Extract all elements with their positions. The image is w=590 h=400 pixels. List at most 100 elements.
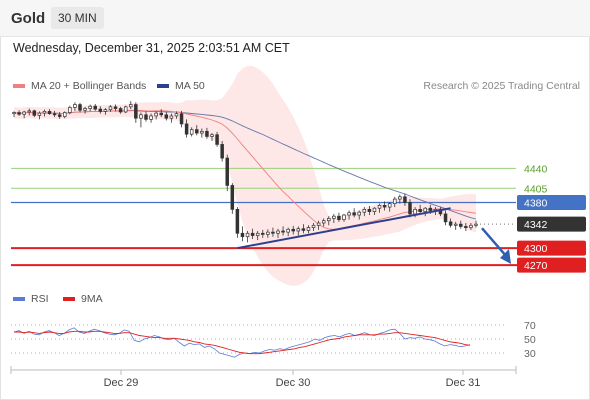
candle-body [47,111,52,115]
candle-body [220,144,224,159]
candle-body [240,232,245,238]
time-axis: Dec 29 Dec 30 Dec 31 [10,366,517,389]
candle-body [387,203,392,208]
level-label-4300: 4300 [524,243,548,255]
candle-body [129,104,133,108]
candle-body [372,207,377,212]
candle [306,225,311,234]
candle [271,227,275,237]
candle-body [428,207,433,211]
candle [149,113,153,123]
candle-body [22,111,26,115]
legend-ma50: MA 50 [157,80,205,92]
candle [113,104,118,112]
candle [240,226,245,242]
candle-body [200,130,204,134]
candle [316,220,321,230]
legend-rsi: RSI [13,293,49,305]
candle-body [215,134,219,145]
header-bar: Gold 30 MIN [0,0,590,37]
candles [12,101,478,243]
ma20-label: MA 20 + Bollinger Bands [31,80,147,92]
level-badge-4300 [517,240,586,256]
research-credit: Research © 2025 Trading Central [423,80,580,92]
candle [73,102,77,111]
candle [225,154,229,192]
candle [255,230,260,241]
level-badge-4270 [517,257,586,273]
candle-body [184,123,189,135]
candle [443,210,448,226]
level-label-4270: 4270 [524,260,548,272]
candle [108,105,113,112]
candle-body [337,215,341,220]
candle-body [281,230,285,233]
candle [474,220,478,228]
candle [93,103,97,111]
candle [261,229,265,238]
candle [362,207,367,217]
candle [387,202,392,212]
candle-body [382,205,387,208]
candle [464,223,468,231]
candle [459,220,463,229]
candle [357,210,361,220]
candle [184,119,189,138]
candle-body [149,115,153,120]
candle-body [311,224,316,228]
candle [367,205,372,216]
candle-body [474,223,478,226]
candle-body [225,157,229,186]
candle-body [134,104,138,119]
candle-body [154,112,158,117]
ma50-label: MA 50 [175,80,205,92]
candle [408,199,412,218]
candle-body [37,112,42,116]
candle-body [12,112,16,115]
candle-body [17,112,21,115]
candle [144,111,148,122]
timestamp: Wednesday, December 31, 2025 2:03:51 AM … [13,41,290,55]
candle [235,207,240,238]
candle-body [195,129,199,134]
candle [266,229,270,238]
timeframe-badge[interactable]: 30 MIN [51,7,104,29]
candle [179,110,184,128]
candle-body [189,129,194,135]
candle [230,183,235,214]
candle-body [205,130,209,137]
candle-body [159,112,163,116]
forecast-arrow-head [500,249,511,265]
rsi-line [13,327,471,358]
candle-body [118,108,123,113]
candle-body [255,232,260,236]
candle-body [332,215,336,219]
candle-body [88,105,92,109]
candle [382,201,387,211]
rsi-ma-swatch [63,297,75,302]
candle-body [347,212,351,216]
candle-body [83,108,87,111]
candle [98,106,103,114]
candle [342,213,346,222]
candle-body [210,134,214,137]
candle [139,112,143,128]
candle-body [398,196,402,200]
bollinger-band [14,66,476,286]
candle [12,111,16,118]
candle [448,218,453,228]
candle-body [286,228,290,233]
candle [215,131,219,147]
candle [393,196,397,208]
candle-body [113,106,118,109]
candle-body [469,224,473,228]
candle [311,223,316,231]
candle-body [327,218,331,222]
candle-body [459,223,463,227]
candle [47,109,52,115]
candle-body [408,202,412,215]
ma20-swatch [13,84,25,89]
candle [377,203,382,213]
candle-body [464,226,468,228]
